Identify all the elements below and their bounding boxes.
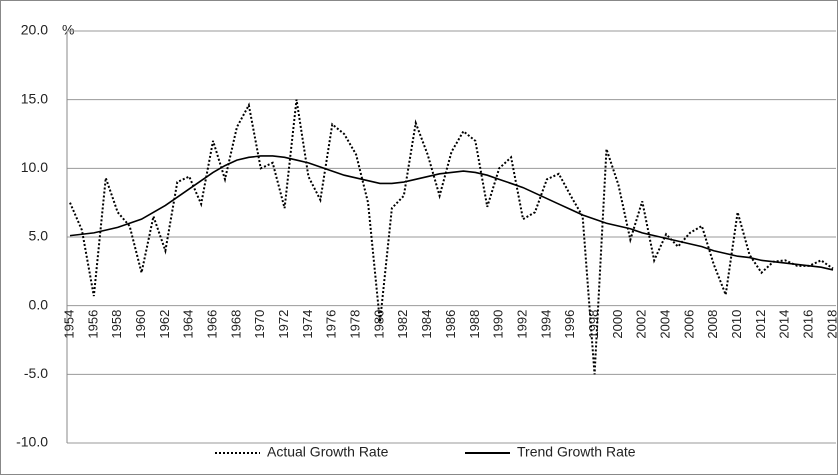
x-tick-label: 1972 [276, 310, 291, 339]
x-tick-label: 2012 [753, 310, 768, 339]
x-tick-label: 1956 [85, 310, 100, 339]
y-tick-label: 20.0 [21, 22, 48, 38]
x-tick-label: 1980 [371, 310, 386, 339]
x-tick-label: 2018 [824, 310, 838, 339]
x-tick-label: 1990 [491, 310, 506, 339]
x-tick-label: 2000 [610, 310, 625, 339]
legend-label: Actual Growth Rate [267, 444, 389, 460]
x-tick-label: 2006 [681, 310, 696, 339]
data-line [69, 155, 834, 271]
x-tick-label: 1992 [514, 310, 529, 339]
unit-label: % [62, 22, 74, 38]
x-tick-label: 1968 [228, 310, 243, 339]
x-tick-label: 1966 [205, 310, 220, 339]
x-tick-label: 1976 [324, 310, 339, 339]
y-tick-label: 15.0 [21, 90, 48, 106]
y-tick-label: 0.0 [29, 296, 49, 312]
x-tick-label: 2014 [777, 310, 792, 339]
x-tick-label: 2008 [705, 310, 720, 339]
x-tick-label: 2004 [658, 310, 673, 339]
x-tick-label: 1984 [419, 310, 434, 339]
x-tick-label: 1954 [61, 310, 76, 339]
x-tick-label: 1988 [467, 310, 482, 339]
x-tick-label: 1996 [562, 310, 577, 339]
x-tick-label: 1978 [348, 310, 363, 339]
x-tick-label: 2016 [801, 310, 816, 339]
x-tick-label: 2002 [634, 310, 649, 339]
x-tick-label: 1964 [181, 310, 196, 339]
y-tick-label: 10.0 [21, 159, 48, 175]
data-line [69, 99, 834, 375]
y-tick-label: -10.0 [16, 434, 48, 450]
x-tick-label: 1986 [443, 310, 458, 339]
x-tick-label: 1974 [300, 310, 315, 339]
x-tick-label: 1982 [395, 310, 410, 339]
x-tick-label: 1994 [538, 310, 553, 339]
x-tick-label: 2010 [729, 310, 744, 339]
legend-label: Trend Growth Rate [517, 444, 636, 460]
x-tick-label: 1958 [109, 310, 124, 339]
y-tick-label: 5.0 [29, 228, 49, 244]
y-tick-label: -5.0 [24, 365, 48, 381]
x-tick-label: 1970 [252, 310, 267, 339]
x-tick-label: 1960 [133, 310, 148, 339]
x-tick-label: 1962 [157, 310, 172, 339]
